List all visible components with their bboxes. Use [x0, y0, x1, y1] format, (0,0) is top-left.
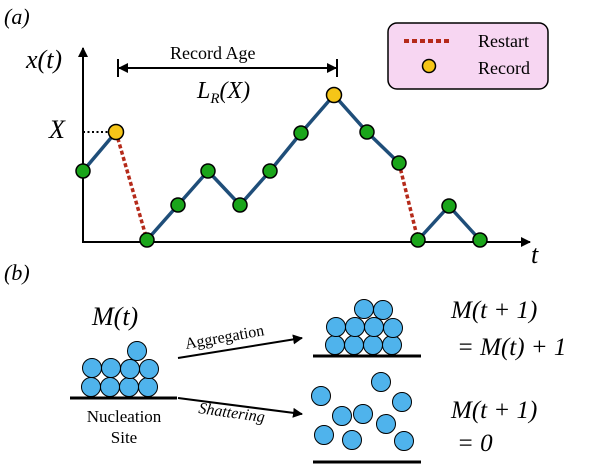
legend-restart-label: Restart	[478, 31, 529, 51]
record-point	[107, 123, 125, 141]
walk-point	[410, 232, 426, 248]
x-level-label: X	[48, 115, 66, 144]
eq-shattering-line2: = 0	[457, 430, 493, 457]
particle	[311, 386, 331, 406]
particle	[138, 377, 158, 397]
record-point	[325, 86, 343, 104]
eq-shattering-line1: M(t + 1)	[450, 397, 537, 424]
particle	[371, 372, 391, 392]
particle	[383, 318, 403, 338]
walk-point	[232, 197, 248, 213]
nucleation-label-line2: Site	[111, 428, 137, 447]
legend-record-label: Record	[478, 58, 530, 78]
panel-b-label: (b)	[4, 260, 30, 285]
walk-points	[75, 86, 488, 248]
particle	[127, 341, 147, 361]
panel-a-label: (a)	[4, 4, 30, 29]
restart-line-1	[114, 131, 149, 241]
walk-segment-1	[81, 130, 118, 173]
nucleation-label-line1: Nucleation	[87, 407, 162, 426]
walk-point	[75, 163, 91, 179]
particle	[363, 335, 383, 355]
particle	[325, 335, 345, 355]
legend-record-swatch	[421, 58, 437, 74]
walk-point	[139, 232, 155, 248]
particle	[139, 359, 159, 379]
particle	[332, 406, 352, 426]
particle	[376, 414, 396, 434]
initial-particle-pile	[81, 341, 159, 397]
y-axis-label: x(t)	[25, 45, 62, 74]
mass-label: M(t)	[91, 302, 138, 331]
shattering-label: Shattering	[197, 400, 265, 426]
particle	[314, 425, 334, 445]
particle	[345, 317, 365, 337]
particle	[342, 430, 362, 450]
particle	[81, 377, 101, 397]
particle	[373, 300, 393, 320]
eq-aggregation-line2: = M(t) + 1	[457, 334, 566, 361]
particle	[101, 358, 121, 378]
particle	[382, 335, 402, 355]
walk-path	[81, 93, 482, 242]
particle	[326, 317, 346, 337]
walk-point	[170, 197, 186, 213]
particle	[119, 377, 139, 397]
shattering-arrow	[177, 397, 303, 418]
shattered-particles	[311, 372, 414, 451]
walk-point	[391, 155, 407, 171]
record-age-symbol: LR(X)	[196, 78, 250, 107]
particle	[82, 358, 102, 378]
particle	[344, 335, 364, 355]
particle	[353, 404, 373, 424]
walk-point	[293, 125, 309, 141]
particle	[394, 431, 414, 451]
particle	[354, 299, 374, 319]
record-age-title: Record Age	[170, 43, 255, 63]
restart-line-2	[397, 162, 420, 241]
particle	[364, 317, 384, 337]
walk-point	[472, 232, 488, 248]
particle	[392, 392, 412, 412]
x-axis-label: t	[531, 240, 539, 269]
walk-point	[200, 163, 216, 179]
aggregation-label: Aggregation	[184, 322, 266, 353]
walk-point	[359, 124, 375, 140]
particle	[100, 377, 120, 397]
walk-point	[441, 198, 457, 214]
aggregation-arrow	[177, 334, 303, 359]
walk-point	[262, 163, 278, 179]
eq-aggregation-line1: M(t + 1)	[450, 297, 537, 324]
particle	[120, 359, 140, 379]
aggregated-particle-pile	[325, 299, 403, 355]
